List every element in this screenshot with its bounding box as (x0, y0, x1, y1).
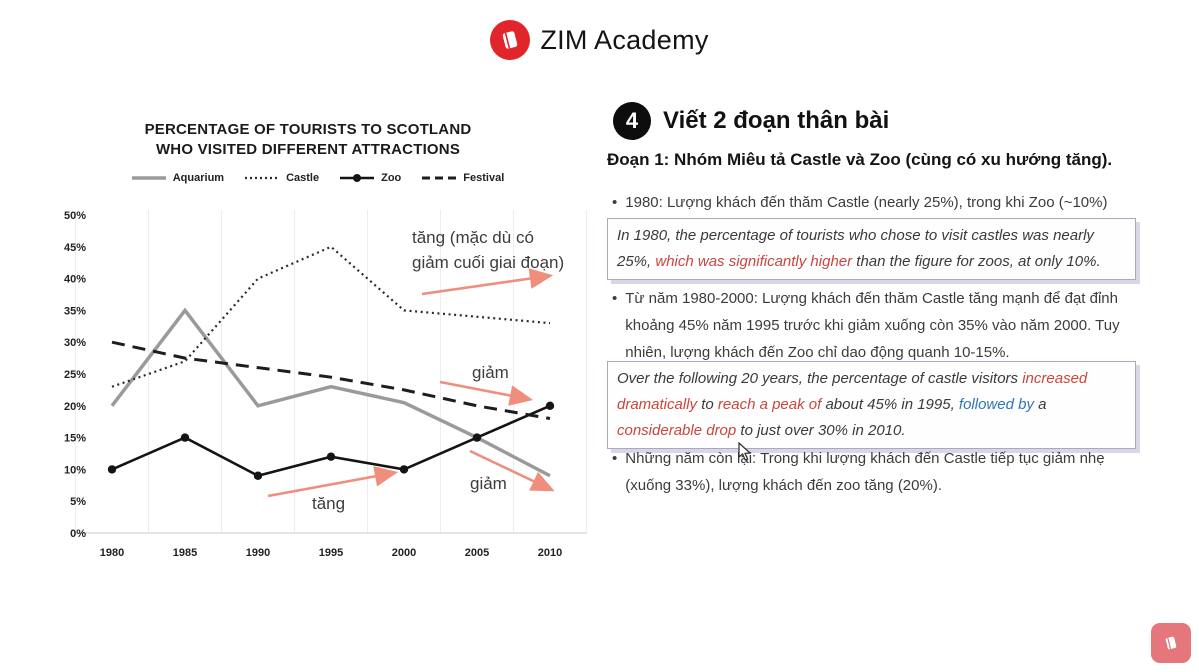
svg-text:15%: 15% (64, 433, 86, 445)
bullet-2-text: Từ năm 1980-2000: Lượng khách đến thăm C… (625, 290, 1120, 361)
svg-text:giảm: giảm (470, 474, 507, 493)
text-segment: followed by (958, 396, 1034, 413)
text-segment: a (1033, 396, 1047, 413)
text-segment: reach a peak of (717, 396, 822, 413)
festival-line-swatch-icon (422, 176, 457, 180)
step-number: 4 (625, 108, 639, 133)
book-icon (1165, 636, 1177, 650)
text-segment: which was significantly higher (655, 253, 853, 270)
svg-text:giảm: giảm (472, 363, 509, 382)
bullet-icon: • (612, 450, 618, 467)
aquarium-line-swatch-icon (131, 176, 166, 180)
book-icon (503, 31, 518, 49)
legend-item-festival: Festival (421, 172, 504, 184)
legend-item-castle: Castle (244, 172, 319, 184)
legend-label: Zoo (381, 172, 402, 184)
text-segment: In 1980, the percentage of tourists who … (617, 227, 1094, 270)
text-segment: Over the following 20 years, the percent… (617, 370, 1023, 387)
zim-watermark-badge (1151, 623, 1191, 663)
legend-label: Festival (463, 172, 505, 184)
svg-text:1980: 1980 (100, 547, 124, 559)
step-header: 4 Viết 2 đoạn thân bài (613, 102, 889, 140)
legend-item-aquarium: Aquarium (131, 172, 224, 184)
text-segment: than the figure for zoos, at only 10%. (852, 253, 1101, 270)
svg-text:25%: 25% (64, 369, 86, 381)
castle-line-swatch-icon (245, 176, 280, 180)
svg-text:40%: 40% (64, 274, 86, 286)
chart-block: PERCENTAGE OF TOURISTS TO SCOTLAND WHO V… (30, 110, 605, 580)
mouse-cursor-icon (738, 442, 752, 461)
chart-title-line1: PERCENTAGE OF TOURISTS TO SCOTLAND (144, 121, 472, 138)
zim-logo-circle (490, 20, 531, 60)
svg-text:2010: 2010 (538, 547, 562, 559)
legend-label: Castle (286, 172, 320, 184)
svg-text:2005: 2005 (465, 547, 489, 559)
bullet-point-1: • 1980: Lượng khách đến thăm Castle (nea… (612, 189, 1139, 216)
chart-title: PERCENTAGE OF TOURISTS TO SCOTLAND WHO V… (78, 120, 538, 160)
svg-text:20%: 20% (64, 401, 86, 413)
text-segment: to just over 30% in 2010. (736, 422, 906, 439)
zoo-line-swatch-icon (340, 174, 375, 182)
text-segment: increased dramatically (617, 370, 1088, 413)
svg-text:35%: 35% (64, 305, 86, 317)
bullet-point-3: • Những năm còn lại: Trong khi lượng khá… (612, 445, 1139, 499)
svg-text:1990: 1990 (246, 547, 270, 559)
svg-text:45%: 45% (64, 242, 86, 254)
svg-text:30%: 30% (64, 337, 86, 349)
bullet-point-2: • Từ năm 1980-2000: Lượng khách đến thăm… (612, 285, 1139, 366)
bullet-icon: • (612, 194, 618, 211)
svg-text:giảm cuối giai đoạn): giảm cuối giai đoạn) (412, 253, 564, 272)
svg-text:50%: 50% (64, 210, 86, 222)
svg-text:5%: 5% (70, 496, 86, 508)
chart-legend: Aquarium Castle Zoo Festival (30, 172, 605, 184)
attractions-line-chart: 0% 5% 10% 15% 20% 25% 30% 35% 40% 45% 50% 1980 1985 1… (64, 210, 587, 559)
svg-text:1985: 1985 (173, 547, 197, 559)
bullet-icon: • (612, 290, 618, 307)
svg-text:0%: 0% (70, 528, 86, 540)
svg-text:10%: 10% (64, 464, 86, 476)
paragraph1-subheading: Đoạn 1: Nhóm Miêu tả Castle và Zoo (cùng… (607, 150, 1113, 169)
brand-logo: ZIM Academy (0, 20, 1199, 60)
svg-text:tăng: tăng (312, 494, 345, 513)
sample-sentence-box-2: Over the following 20 years, the percent… (607, 361, 1136, 449)
sample-sentence-box-1: In 1980, the percentage of tourists who … (607, 218, 1136, 280)
svg-text:2000: 2000 (392, 547, 416, 559)
svg-text:tăng (mặc dù có: tăng (mặc dù có (412, 228, 534, 247)
brand-name: ZIM Academy (540, 24, 709, 55)
text-segment: about 45% in 1995, (821, 396, 959, 413)
legend-label: Aquarium (172, 172, 225, 184)
bullet-3-text: Những năm còn lại: Trong khi lượng khách… (625, 450, 1105, 494)
step-number-badge: 4 (613, 102, 651, 140)
text-segment: considerable drop (617, 422, 737, 439)
text-segment: to (697, 396, 718, 413)
legend-item-zoo: Zoo (339, 172, 401, 184)
svg-text:1995: 1995 (319, 547, 343, 559)
step-title: Viết 2 đoạn thân bài (663, 107, 890, 134)
chart-title-line2: WHO VISITED DIFFERENT ATTRACTIONS (155, 141, 461, 158)
bullet-1-text: 1980: Lượng khách đến thăm Castle (nearl… (625, 194, 1108, 211)
